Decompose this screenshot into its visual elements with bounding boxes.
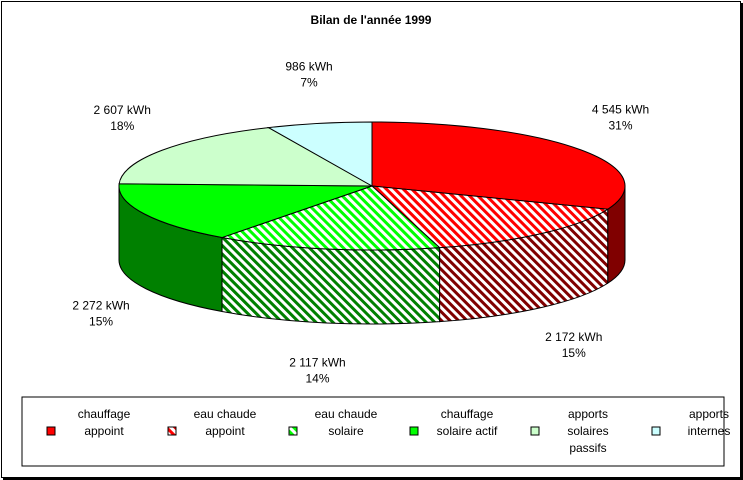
slice-percent-label: 18%	[110, 119, 134, 133]
legend-swatch	[288, 426, 298, 436]
slice-value-label: 2 117 kWh	[289, 355, 345, 369]
legend-item-eau-chaude-appoint: eau chaude appoint	[167, 407, 257, 438]
legend-label: eau chaude	[315, 407, 378, 421]
legend-item-chauffage-appoint: chauffage appoint	[46, 407, 131, 438]
legend-item-eau-chaude-solaire: eau chaude solaire	[288, 407, 378, 438]
legend-label: apports	[568, 407, 608, 421]
slice-apports-internes	[266, 121, 373, 187]
slice-chauffage-solaire-actif	[118, 183, 373, 239]
slice-percent-label: 15%	[562, 346, 586, 360]
legend-label: appoint	[205, 424, 245, 438]
slice-percent-label: 14%	[305, 371, 329, 385]
legend-swatch	[651, 426, 661, 436]
legend-label: solaire actif	[437, 424, 498, 438]
legend-label: solaires	[567, 424, 608, 438]
legend-item-apports-solaires-passifs: apports solaires passifs	[530, 407, 609, 455]
slice-eau-chaude-appoint	[370, 185, 610, 249]
slice-value-label: 2 272 kWh	[72, 298, 129, 312]
pie-slices	[118, 121, 626, 251]
slice-percent-label: 31%	[609, 118, 633, 132]
legend-label: solaire	[328, 424, 364, 438]
slice-value-label: 986 kWh	[285, 59, 332, 73]
slice-chauffage-appoint	[371, 121, 626, 210]
slice-eau-chaude-solaire	[220, 185, 441, 251]
slice-labels: 4 545 kWh 31% 2 172 kWh 15% 2 117 kWh 14% 2 27…	[72, 59, 649, 385]
slice-label-apports-solaires-passifs: 2 607 kWh 18%	[94, 103, 151, 133]
legend-label: chauffage	[78, 407, 131, 421]
legend-label: internes	[688, 424, 731, 438]
legend-label: chauffage	[441, 407, 494, 421]
slice-label-eau-chaude-appoint: 2 172 kWh 15%	[545, 330, 602, 360]
legend-swatch	[530, 426, 540, 436]
slice-percent-label: 15%	[89, 314, 113, 328]
legend-swatch	[167, 426, 177, 436]
slice-value-label: 2 172 kWh	[545, 330, 602, 344]
legend-swatch	[409, 426, 419, 436]
legend-box	[21, 396, 725, 467]
chart-title: Bilan de l'année 1999	[311, 13, 432, 27]
legend-label: eau chaude	[194, 407, 257, 421]
legend-label: passifs	[569, 441, 606, 455]
slice-label-eau-chaude-solaire: 2 117 kWh 14%	[289, 355, 345, 385]
legend-item-apports-internes: apports internes	[651, 407, 731, 438]
legend-swatch	[46, 426, 56, 436]
legend-label: appoint	[84, 424, 124, 438]
slice-value-label: 4 545 kWh	[592, 102, 649, 116]
slice-side-eau-chaude-solaire	[221, 236, 441, 325]
legend-label: apports	[689, 407, 729, 421]
slice-label-chauffage-solaire-actif: 2 272 kWh 15%	[72, 298, 129, 328]
slice-value-label: 2 607 kWh	[94, 103, 151, 117]
legend-item-chauffage-solaire-actif: chauffage solaire actif	[409, 407, 498, 438]
slice-percent-label: 7%	[300, 75, 318, 89]
slice-label-chauffage-appoint: 4 545 kWh 31%	[592, 102, 649, 132]
slice-label-apports-internes: 986 kWh 7%	[285, 59, 332, 89]
slice-apports-solaires-passifs	[118, 127, 373, 187]
